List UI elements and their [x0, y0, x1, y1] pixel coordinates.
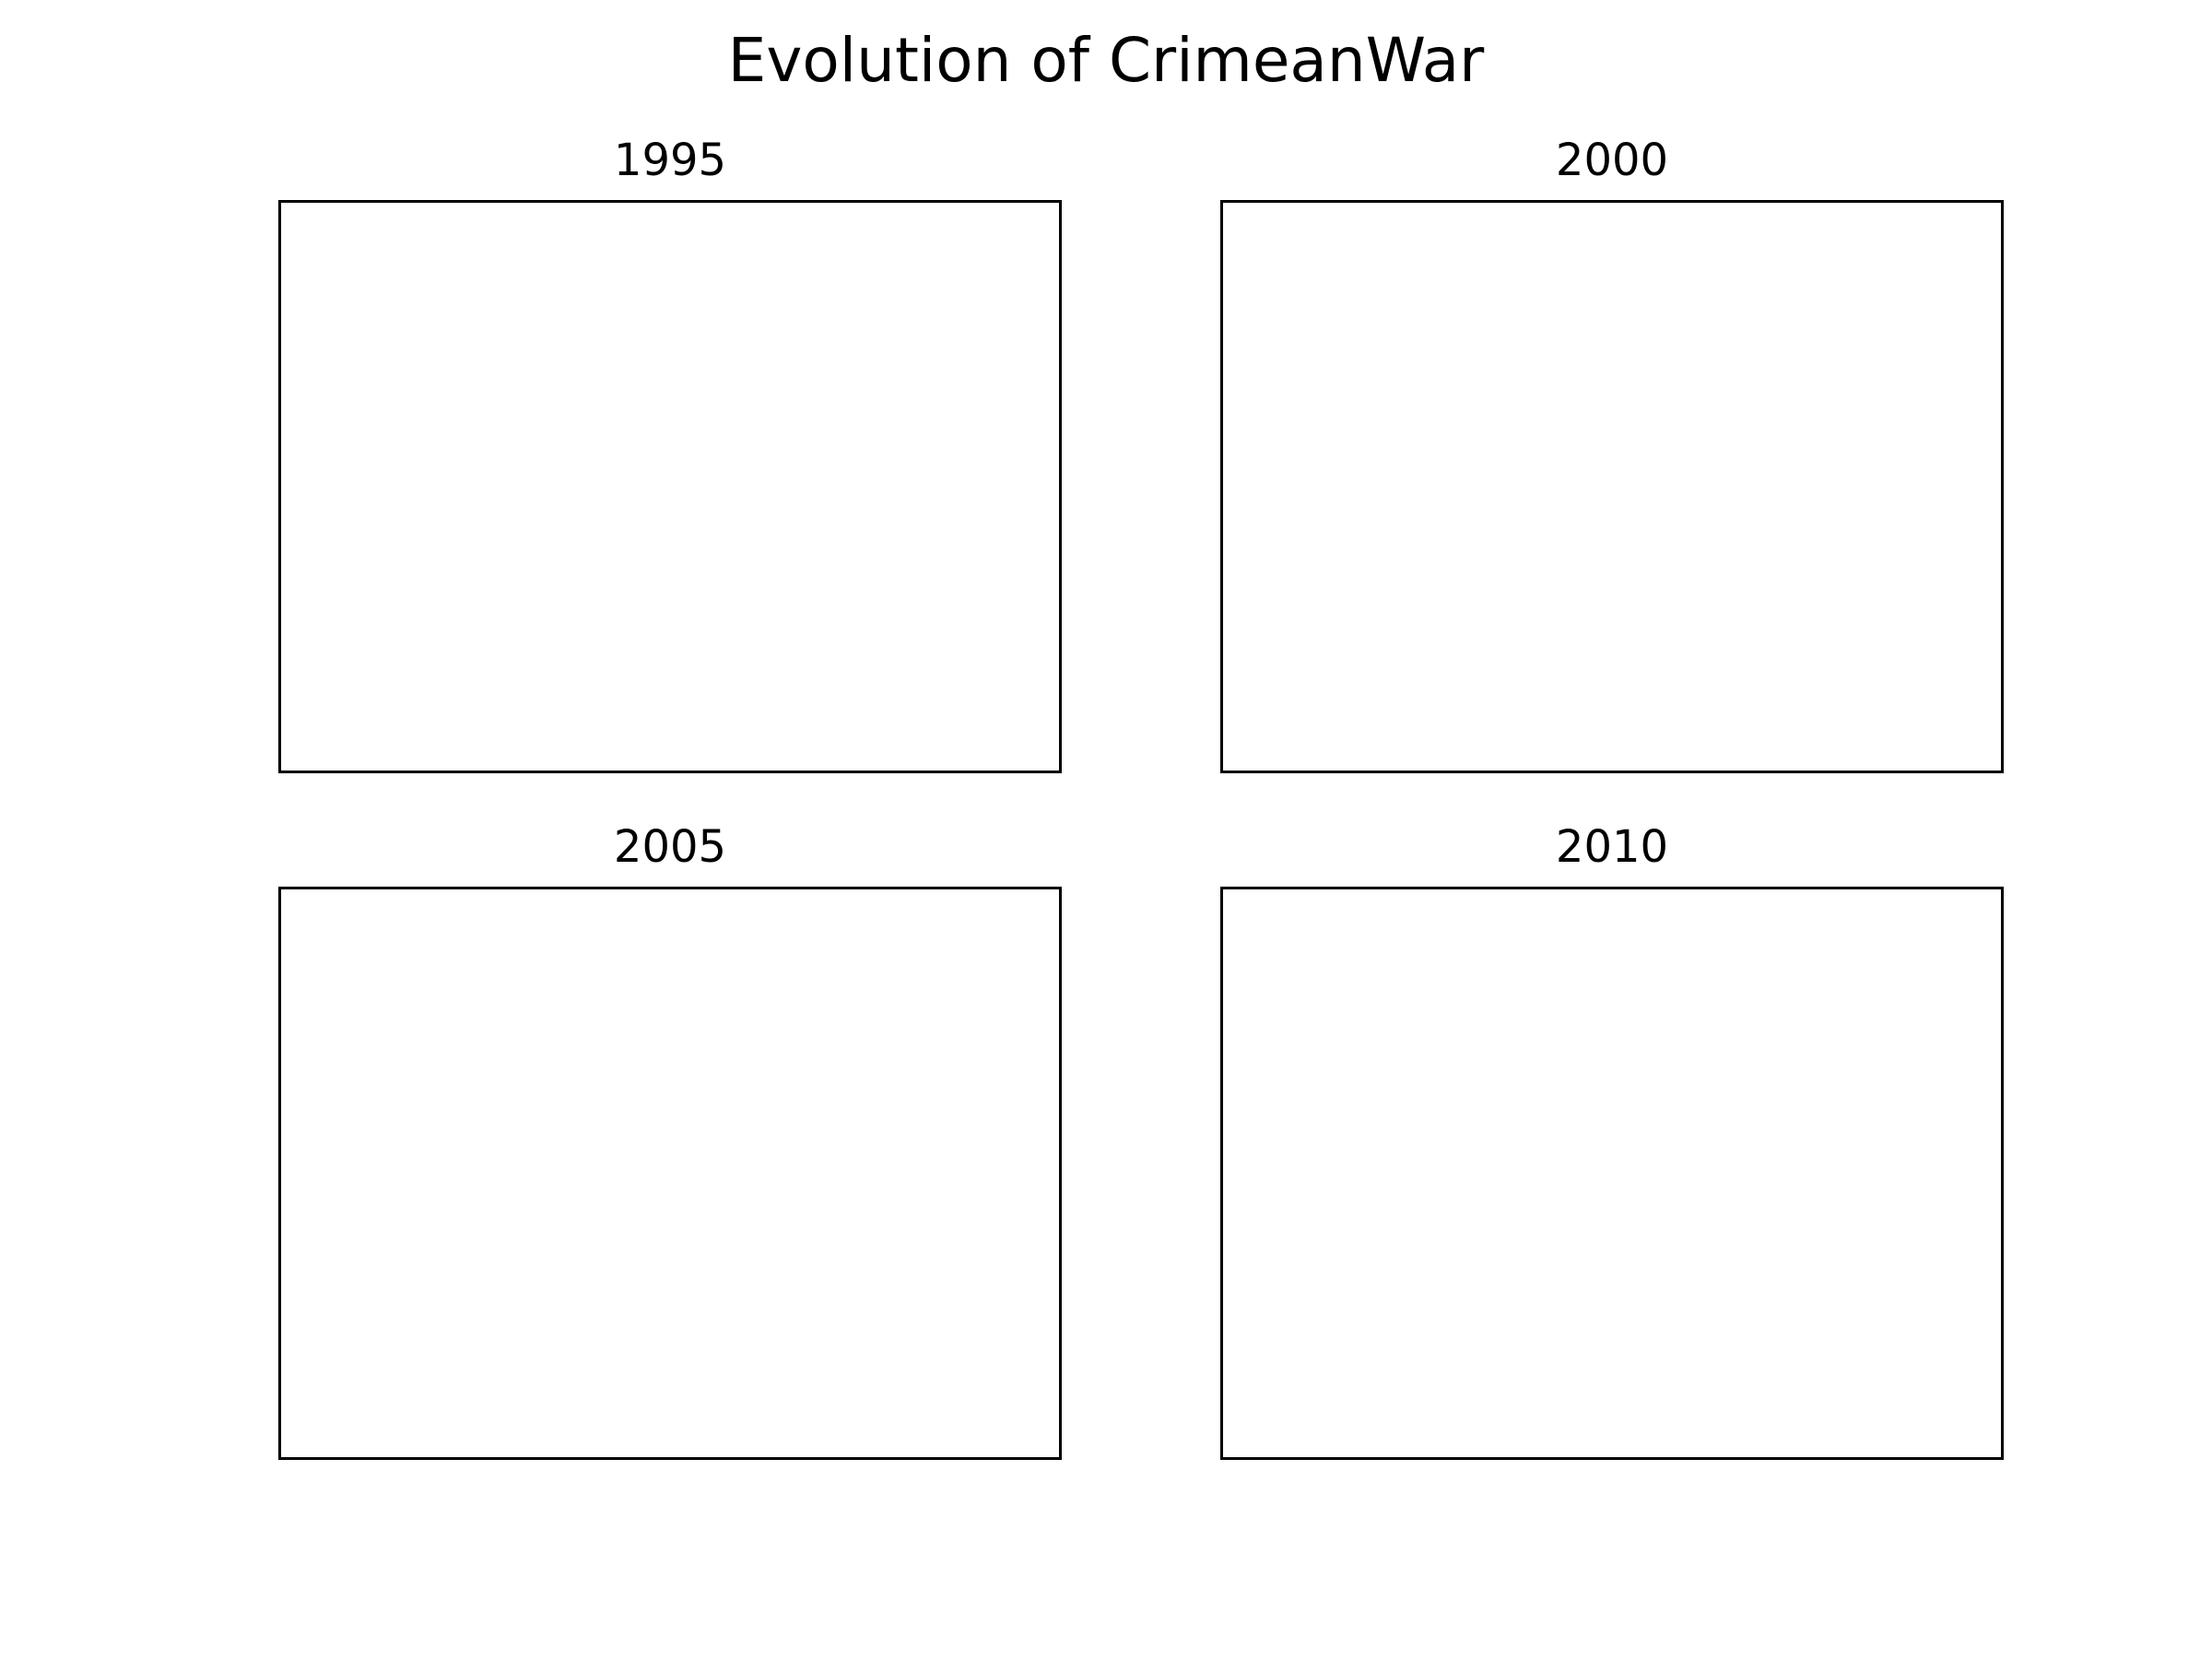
subplot-axes-3: [278, 887, 1062, 1460]
subplot-title-2: 2000: [1555, 135, 1669, 186]
subplot-axes-1: [278, 200, 1062, 773]
subplot-title-4: 2010: [1555, 821, 1669, 873]
subplot-axes-2: [1220, 200, 2004, 773]
subplot-title-1: 1995: [613, 135, 727, 186]
subplot-axes-4: [1220, 887, 2004, 1460]
subplot-title-3: 2005: [613, 821, 727, 873]
chart-title: Evolution of CrimeanWar: [727, 25, 1485, 96]
